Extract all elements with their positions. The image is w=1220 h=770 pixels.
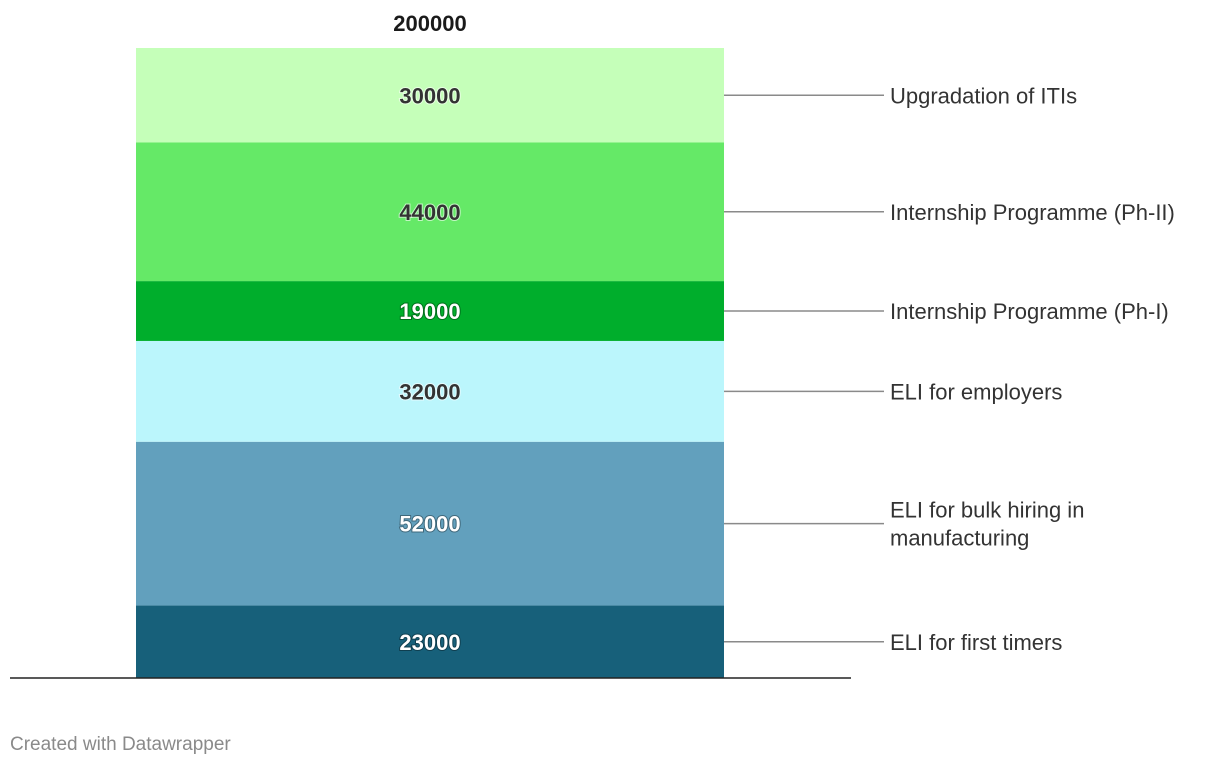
category-label: ELI for bulk hiring in manufacturing xyxy=(890,498,1084,551)
bar-segment-series-0 xyxy=(136,605,724,678)
category-label: ELI for employers xyxy=(890,379,1062,404)
total-label: 200000 xyxy=(393,11,466,36)
bar-segment-series-5 xyxy=(136,48,724,143)
bar-segment-series-4 xyxy=(136,142,724,282)
segment-value-label: 32000 xyxy=(399,379,460,404)
segment-value-label: 23000 xyxy=(399,630,460,655)
segment-value-label: 44000 xyxy=(399,200,460,225)
segment-value-label: 30000 xyxy=(399,83,460,108)
category-label: ELI for first timers xyxy=(890,630,1062,655)
bar-segment-series-2 xyxy=(136,340,724,442)
category-label: Upgradation of ITIs xyxy=(890,83,1077,108)
footer-credit: Created with Datawrapper xyxy=(10,734,231,755)
category-label: Internship Programme (Ph-I) xyxy=(890,299,1169,324)
segment-value-label: 52000 xyxy=(399,512,460,537)
label-connectors xyxy=(724,94,884,643)
category-labels: ELI for first timers ELI for bulk hiring … xyxy=(890,83,1175,655)
segment-value-label: 19000 xyxy=(399,299,460,324)
bar-segment-series-1 xyxy=(136,441,724,606)
bar-segments: 23000 52000 32000 19000 44000 30000 xyxy=(136,48,724,678)
category-label: Internship Programme (Ph-II) xyxy=(890,200,1175,225)
bar-segment-series-3 xyxy=(136,281,724,341)
